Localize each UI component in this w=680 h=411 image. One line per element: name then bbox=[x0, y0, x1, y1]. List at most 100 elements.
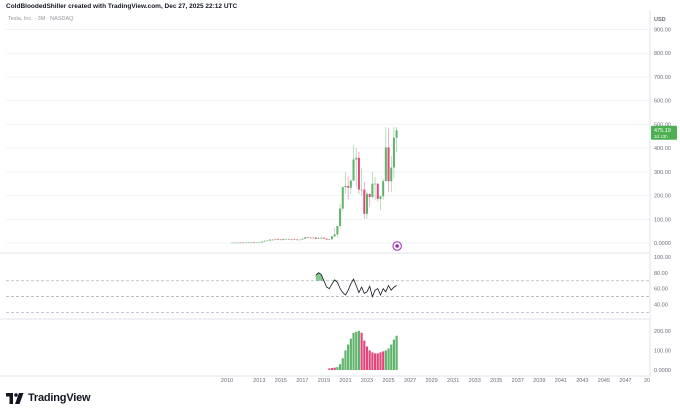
candle-up bbox=[231, 242, 234, 244]
hist-bar bbox=[363, 340, 366, 370]
time-tick-label: 2039 bbox=[533, 378, 545, 384]
tradingview-wordmark: TradingView bbox=[28, 392, 91, 404]
price-tick-label: 900.00 bbox=[654, 28, 671, 34]
time-tick-label: 2019 bbox=[318, 378, 330, 384]
price-axis[interactable]: 900.00 800.00 700.00 600.00 500.00 400.00 300.… bbox=[654, 17, 671, 374]
candle-up bbox=[236, 242, 239, 244]
time-tick-label: 2015 bbox=[275, 378, 287, 384]
candle-up bbox=[355, 157, 358, 160]
hist-bar bbox=[339, 364, 342, 370]
oscillator-pane bbox=[6, 272, 650, 313]
hist-bar bbox=[365, 346, 369, 370]
candle-up bbox=[374, 183, 377, 185]
pane-separators bbox=[0, 10, 651, 377]
candle-up bbox=[384, 147, 387, 182]
time-tick-label: 2043 bbox=[576, 378, 588, 384]
candle-up bbox=[360, 189, 363, 191]
time-tick-label: 2021 bbox=[339, 378, 351, 384]
hist-bar bbox=[349, 338, 352, 370]
hist-bar bbox=[387, 348, 390, 370]
candle-up bbox=[392, 137, 395, 168]
hist-bar bbox=[336, 367, 339, 370]
candle-down bbox=[357, 157, 360, 190]
osc-tick-label: 80.00 bbox=[654, 271, 668, 277]
hist-bar bbox=[341, 358, 344, 370]
candle-down bbox=[252, 242, 255, 244]
candle-up bbox=[330, 236, 334, 240]
candle-up bbox=[301, 238, 304, 240]
candle-down bbox=[347, 186, 350, 188]
candle-down bbox=[306, 237, 309, 239]
price-tick-label: 100.00 bbox=[654, 217, 671, 223]
hist-bar bbox=[382, 351, 385, 370]
candle-up bbox=[260, 241, 264, 243]
candle-down bbox=[293, 239, 296, 240]
candle-up bbox=[344, 186, 347, 188]
candlestick-series bbox=[231, 127, 398, 244]
time-tick-label: 20 bbox=[644, 378, 650, 384]
candle-down bbox=[376, 183, 379, 199]
tradingview-logo-icon bbox=[6, 392, 24, 404]
time-tick-label: 2045 bbox=[598, 378, 610, 384]
candle-up bbox=[328, 239, 331, 240]
hist-bar bbox=[357, 330, 360, 370]
time-tick-label: 2031 bbox=[447, 378, 459, 384]
hist-bar bbox=[374, 353, 377, 370]
hist-tick-label: 100.00 bbox=[654, 348, 671, 354]
event-marker-icon[interactable] bbox=[392, 241, 402, 251]
candle-down bbox=[322, 237, 325, 239]
candle-down bbox=[363, 189, 366, 214]
osc-tick-label: 40.00 bbox=[654, 302, 668, 308]
osc-line bbox=[315, 272, 397, 298]
event-marker-dot bbox=[395, 244, 399, 248]
candle-up bbox=[317, 238, 320, 239]
time-tick-label: 2037 bbox=[512, 378, 524, 384]
price-tick-label: 800.00 bbox=[654, 51, 671, 57]
symbol-legend: Tesla, Inc. · 3M · NASDAQ bbox=[8, 16, 74, 22]
time-tick-label: 2041 bbox=[555, 378, 567, 384]
hist-bar bbox=[333, 367, 336, 370]
price-tick-label: 200.00 bbox=[654, 194, 671, 200]
candle-up bbox=[333, 234, 336, 237]
candle-up bbox=[371, 183, 374, 197]
hist-bar bbox=[379, 352, 382, 370]
hist-bar bbox=[360, 332, 363, 370]
candle-up bbox=[255, 242, 258, 244]
time-tick-label: 2025 bbox=[382, 378, 394, 384]
tradingview-logo[interactable]: TradingView bbox=[6, 392, 91, 404]
hist-tick-label: 200.00 bbox=[654, 329, 671, 335]
candle-down bbox=[368, 193, 371, 197]
candle-up bbox=[263, 240, 266, 242]
hist-bar bbox=[347, 344, 350, 370]
candle-up bbox=[379, 196, 382, 199]
volume-histogram bbox=[328, 330, 398, 370]
candle-up bbox=[349, 180, 352, 188]
candle-up bbox=[269, 239, 272, 241]
candle-down bbox=[309, 237, 312, 239]
price-tick-label: 600.00 bbox=[654, 99, 671, 105]
hist-bar bbox=[355, 331, 358, 370]
time-tick-label: 2029 bbox=[425, 378, 437, 384]
candle-up bbox=[234, 242, 237, 244]
last-price-value: 475.19 bbox=[654, 128, 671, 134]
bar-countdown: 3d 23h bbox=[654, 134, 668, 139]
candle-up bbox=[242, 242, 245, 244]
time-tick-label: 2013 bbox=[253, 378, 265, 384]
time-tick-label: 2035 bbox=[490, 378, 502, 384]
price-tick-label: 0.0000 bbox=[654, 241, 671, 247]
time-tick-label: 2017 bbox=[296, 378, 308, 384]
time-tick-label: 2047 bbox=[619, 378, 631, 384]
candle-up bbox=[266, 240, 269, 242]
time-tick-label: 2033 bbox=[469, 378, 481, 384]
candle-up bbox=[339, 208, 342, 226]
hist-bar bbox=[368, 350, 371, 370]
time-axis[interactable]: 2010 2013 2015 2017 2019 2021 2023 2025 2027 2029… bbox=[221, 378, 650, 384]
candle-up bbox=[320, 237, 323, 239]
candle-down bbox=[314, 237, 317, 239]
candle-up bbox=[250, 242, 253, 244]
candle-up bbox=[285, 238, 288, 240]
candle-down bbox=[387, 147, 390, 182]
hist-bar bbox=[395, 335, 398, 370]
price-tick-label: 400.00 bbox=[654, 146, 671, 152]
